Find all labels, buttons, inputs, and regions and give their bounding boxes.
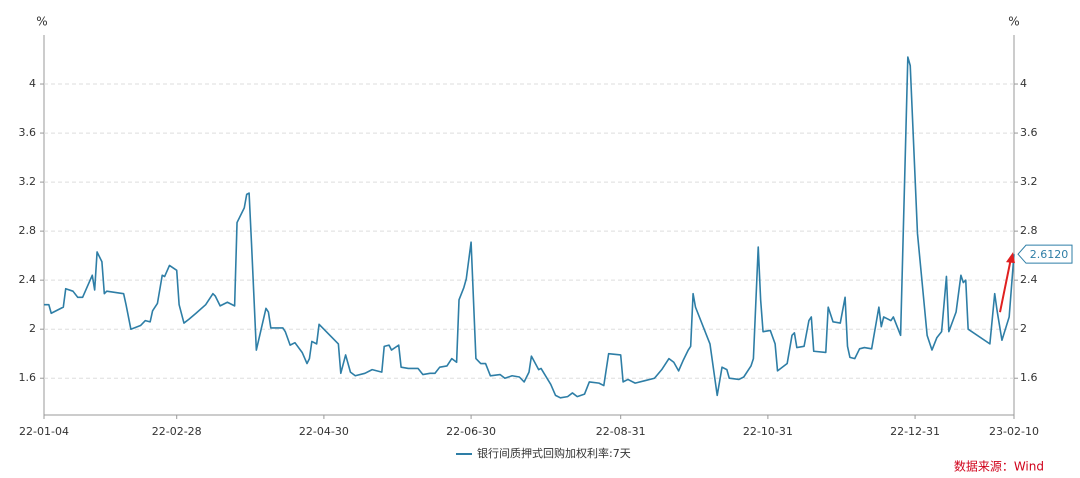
series-line: [44, 56, 1015, 399]
annotation-label: 2.6120: [1030, 248, 1069, 261]
y2-tick-label: 2.4: [1020, 273, 1038, 286]
y-tick-label: 2.4: [19, 273, 37, 286]
y-tick-label: 2.8: [19, 224, 37, 237]
x-tick-label: 22-06-30: [446, 425, 496, 438]
annotation-box: [1017, 244, 1073, 264]
x-tick-label: 22-04-30: [299, 425, 349, 438]
y-tick-label: 2: [29, 322, 36, 335]
annotation-arrow: [999, 257, 1012, 313]
source: 数据来源：Wind: [954, 459, 1044, 474]
y-unit: %: [36, 15, 47, 29]
x-tick-label: 22-12-31: [890, 425, 940, 438]
y2-tick-label: 4: [1020, 77, 1027, 90]
x-tick-label: 23-02-10: [989, 425, 1039, 438]
legend-label: 银行间质押式回购加权利率:7天: [477, 446, 631, 460]
x-tick-label: 22-10-31: [743, 425, 793, 438]
y2-tick-label: 3.2: [1020, 175, 1038, 188]
y-tick-label: 1.6: [19, 371, 37, 384]
annotation-arrowhead: [1006, 252, 1015, 264]
y2-tick-label: 3.6: [1020, 126, 1038, 139]
y2-unit: %: [1008, 15, 1019, 29]
x-tick-label: 22-02-28: [152, 425, 202, 438]
x-tick-label: 22-08-31: [596, 425, 646, 438]
y-tick-label: 3.6: [19, 126, 37, 139]
y2-tick-label: 2: [1020, 322, 1027, 335]
y-tick-label: 3.2: [19, 175, 37, 188]
y2-tick-label: 2.8: [1020, 224, 1038, 237]
x-tick-label: 22-01-04: [19, 425, 69, 438]
y2-tick-label: 1.6: [1020, 371, 1038, 384]
y-tick-label: 4: [29, 77, 36, 90]
